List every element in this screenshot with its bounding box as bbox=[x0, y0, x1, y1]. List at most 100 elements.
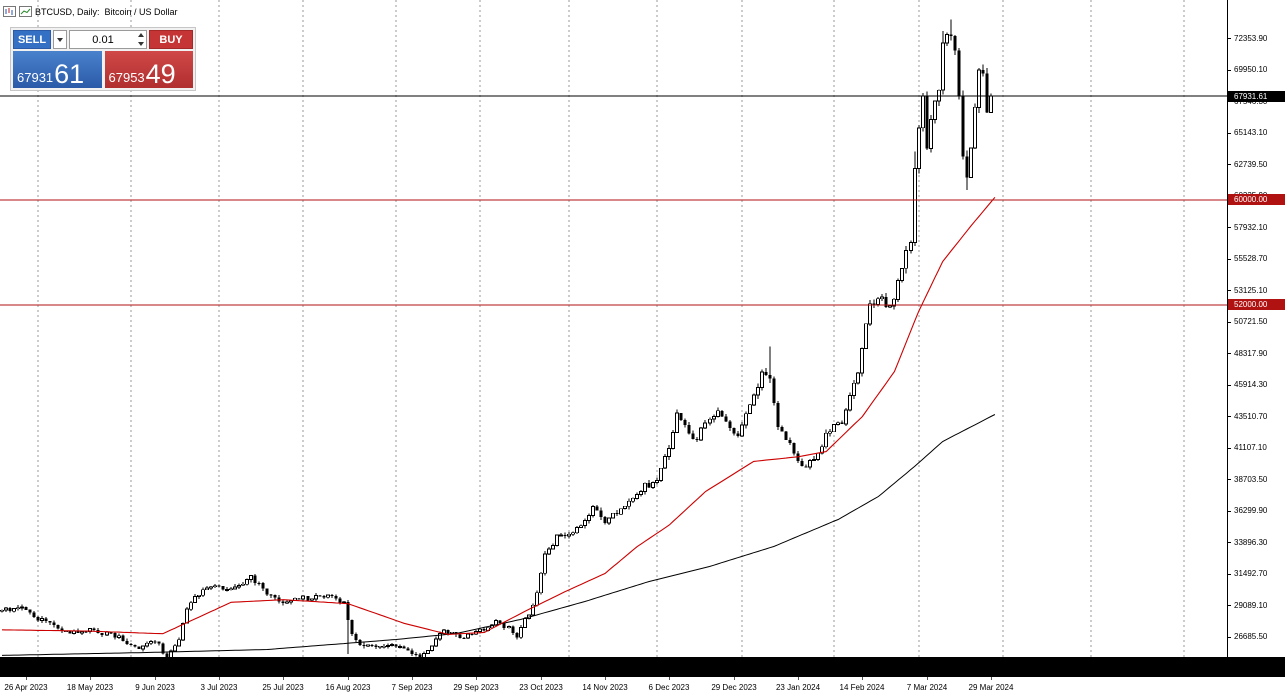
price-axis-label: 29089.10 bbox=[1234, 600, 1268, 610]
chart-title-bar: BTCUSD, Daily: Bitcoin / US Dollar bbox=[3, 6, 178, 17]
price-tick-mark bbox=[1228, 353, 1231, 354]
month-separators bbox=[37, 0, 1185, 657]
quote-row: 67931 61 67953 49 bbox=[13, 51, 193, 88]
price-axis-label: 57932.10 bbox=[1234, 222, 1268, 232]
price-tick-mark bbox=[1228, 385, 1231, 386]
bottom-divider-bar bbox=[0, 657, 1285, 677]
time-axis-label: 25 Jul 2023 bbox=[262, 683, 304, 692]
price-axis-label: 50721.50 bbox=[1234, 317, 1268, 326]
chart-thumbnail-icon bbox=[19, 6, 32, 17]
price-axis-label: 41107.10 bbox=[1234, 443, 1267, 452]
time-tick-mark bbox=[798, 677, 799, 680]
spinner-down-icon[interactable] bbox=[138, 42, 144, 46]
order-controls-row: SELL BUY bbox=[13, 30, 193, 49]
price-axis-label: 45914.30 bbox=[1234, 380, 1268, 389]
price-axis-label: 43510.70 bbox=[1234, 411, 1268, 421]
price-axis-label: 55528.70 bbox=[1234, 254, 1268, 263]
time-tick-mark bbox=[669, 677, 670, 680]
price-axis[interactable]: 72353.9069950.1067546.3065143.1062739.50… bbox=[1227, 0, 1285, 657]
price-axis-label: 65143.10 bbox=[1234, 128, 1268, 137]
time-tick-mark bbox=[927, 677, 928, 680]
price-tick-mark bbox=[1228, 574, 1231, 575]
price-axis-label: 33896.30 bbox=[1234, 537, 1268, 547]
price-tick-mark bbox=[1228, 605, 1231, 606]
time-tick-mark bbox=[283, 677, 284, 680]
price-tick-mark bbox=[1228, 70, 1231, 71]
volume-spinner bbox=[138, 33, 144, 46]
price-axis-label: 62739.50 bbox=[1234, 159, 1268, 169]
time-axis-label: 23 Jan 2024 bbox=[775, 683, 821, 692]
price-tick-mark bbox=[1228, 101, 1231, 102]
sell-button[interactable]: SELL bbox=[13, 30, 51, 49]
time-axis-label: 9 Jun 2023 bbox=[135, 683, 175, 692]
price-axis-label: 72353.90 bbox=[1234, 33, 1268, 43]
price-axis-label: 48317.90 bbox=[1234, 348, 1268, 358]
price-tick-mark bbox=[1228, 133, 1231, 134]
volume-input[interactable] bbox=[70, 31, 146, 48]
time-axis-label: 7 Sep 2023 bbox=[391, 683, 433, 692]
price-axis-label: 26685.50 bbox=[1234, 632, 1268, 642]
one-click-trading-panel: SELL BUY 67931 61 67953 49 bbox=[10, 27, 196, 91]
hline-price-tag[interactable]: 60000.00 bbox=[1228, 194, 1285, 206]
price-axis-label: 38703.50 bbox=[1234, 474, 1268, 484]
time-tick-mark bbox=[155, 677, 156, 680]
time-axis-label: 29 Sep 2023 bbox=[453, 683, 499, 692]
order-type-dropdown[interactable] bbox=[53, 30, 67, 49]
price-tick-mark bbox=[1228, 448, 1231, 449]
time-tick-mark bbox=[219, 677, 220, 680]
price-chart[interactable] bbox=[0, 0, 1285, 657]
ma-slow-line bbox=[1, 414, 996, 656]
time-axis[interactable]: 26 Apr 2023 18 May 2023 9 Jun 2023 3 Jul 20… bbox=[0, 677, 1285, 699]
time-axis-label: 29 Mar 2024 bbox=[968, 683, 1014, 692]
time-tick-mark bbox=[90, 677, 91, 680]
price-tick-mark bbox=[1228, 38, 1231, 39]
bid-price-big: 61 bbox=[54, 59, 85, 90]
price-tick-mark bbox=[1228, 542, 1231, 543]
time-axis-label: 14 Nov 2023 bbox=[582, 683, 628, 692]
ask-quote-button[interactable]: 67953 49 bbox=[104, 51, 193, 90]
price-axis-label: 36299.90 bbox=[1234, 506, 1268, 515]
price-tick-mark bbox=[1228, 511, 1231, 512]
buy-button[interactable]: BUY bbox=[149, 30, 193, 49]
candlestick-series bbox=[0, 19, 993, 657]
hline-price-tag[interactable]: 52000.00 bbox=[1228, 299, 1285, 311]
price-tick-mark bbox=[1228, 479, 1231, 480]
current-price-tag: 67931.61 bbox=[1228, 90, 1285, 102]
ma-fast-line bbox=[1, 196, 996, 635]
time-tick-mark bbox=[605, 677, 606, 680]
time-tick-mark bbox=[734, 677, 735, 680]
time-tick-mark bbox=[862, 677, 863, 680]
price-axis-label: 53125.10 bbox=[1234, 285, 1268, 295]
price-tick-mark bbox=[1228, 637, 1231, 638]
time-tick-mark bbox=[348, 677, 349, 680]
time-axis-label: 3 Jul 2023 bbox=[200, 683, 238, 692]
bid-quote-button[interactable]: 67931 61 bbox=[13, 51, 102, 88]
time-tick-mark bbox=[476, 677, 477, 680]
price-tick-mark bbox=[1228, 164, 1231, 165]
window-menu-icon[interactable] bbox=[3, 6, 16, 17]
price-tick-mark bbox=[1228, 416, 1231, 417]
price-axis-label: 69950.10 bbox=[1234, 65, 1268, 74]
price-tick-mark bbox=[1228, 227, 1231, 228]
volume-field bbox=[69, 30, 147, 49]
time-tick-mark bbox=[541, 677, 542, 680]
chevron-down-icon bbox=[57, 37, 63, 42]
spinner-up-icon[interactable] bbox=[138, 33, 144, 37]
time-axis-label: 6 Dec 2023 bbox=[648, 683, 690, 692]
time-tick-mark bbox=[26, 677, 27, 680]
time-axis-label: 7 Mar 2024 bbox=[906, 683, 948, 692]
price-tick-mark bbox=[1228, 290, 1231, 291]
chart-title: BTCUSD, Daily: Bitcoin / US Dollar bbox=[35, 6, 178, 17]
time-axis-label: 29 Dec 2023 bbox=[711, 683, 757, 692]
price-tick-mark bbox=[1228, 259, 1231, 260]
bid-price-small: 67931 bbox=[17, 70, 54, 85]
time-axis-label: 14 Feb 2024 bbox=[839, 683, 885, 692]
time-tick-mark bbox=[991, 677, 992, 680]
time-axis-label: 26 Apr 2023 bbox=[4, 683, 48, 692]
price-axis-label: 31492.70 bbox=[1234, 569, 1268, 579]
ask-price-big: 49 bbox=[145, 59, 176, 90]
time-axis-label: 23 Oct 2023 bbox=[519, 683, 563, 692]
time-tick-mark bbox=[412, 677, 413, 680]
time-axis-label: 16 Aug 2023 bbox=[325, 683, 371, 692]
